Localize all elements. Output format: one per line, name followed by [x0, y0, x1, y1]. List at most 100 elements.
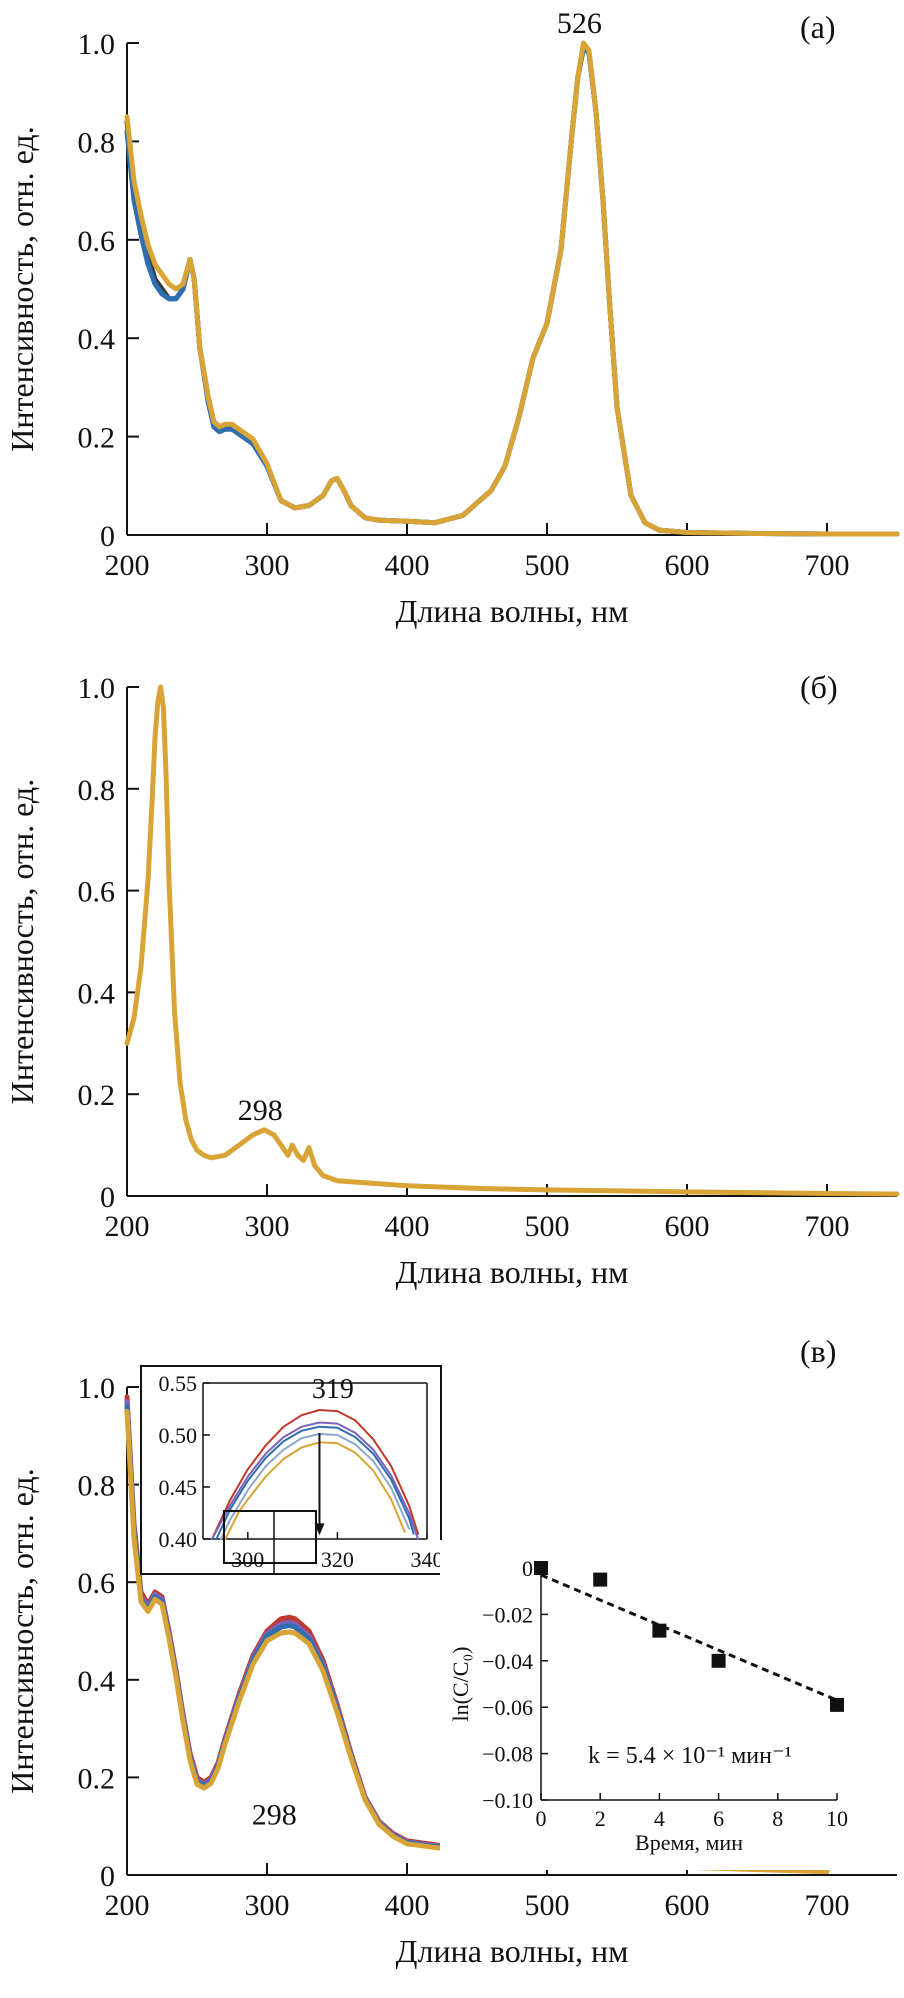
panel-c-curves: [124, 1394, 830, 1875]
y-tick-label: 0.8: [78, 774, 116, 807]
inset-kinetics-points: [534, 1561, 844, 1712]
panel-a-spectrum: (а) 200 300 400 500 600 700 0 0.2 0.4 0.6 0.8 1.0 Д…: [4, 7, 900, 629]
x-tick-label: 500: [525, 1210, 570, 1243]
inset-kinetics-background: [440, 1540, 860, 1870]
x-tick-label: 700: [805, 549, 850, 582]
x-tick-label: 340: [411, 1547, 444, 1572]
x-axis-title: Длина волны, нм: [396, 1254, 629, 1290]
kinetics-point: [652, 1623, 667, 1638]
x-tick-label: 600: [665, 1210, 710, 1243]
kinetics-x-title: Время, мин: [635, 1830, 743, 1855]
x-tick-label: 0: [536, 1806, 547, 1831]
x-tick-label: 500: [525, 549, 570, 582]
spectrum-line-3: [215, 1425, 415, 1540]
x-tick-label: 200: [105, 549, 150, 582]
y-tick-label: 0.4: [78, 1665, 116, 1698]
x-tick-label: 400: [385, 1889, 430, 1922]
y-axis-title: Интенсивность, отн. ед.: [4, 126, 40, 451]
y-tick-label: 0.6: [78, 225, 116, 258]
kinetics-y-title: ln(C/C₀): [448, 1647, 473, 1722]
inset-kinetics-axes: 0 2 4 6 8 10 0 −0.02 −0.04 −0.06 −0.08 −0.10: [440, 1540, 860, 1870]
spectrum-line-1: [124, 684, 900, 1197]
panel-c-letter: (в): [800, 1333, 836, 1369]
y-tick-label: −0.08: [482, 1742, 533, 1767]
y-tick-label: 0: [100, 520, 115, 553]
x-axis-title: Длина волны, нм: [396, 1933, 629, 1969]
inset-peak-label: 319: [312, 1374, 354, 1405]
y-tick-label: −0.04: [482, 1649, 533, 1674]
panel-b-curves: [124, 684, 900, 1197]
y-tick-label: 0: [100, 1860, 115, 1893]
panel-b-labels: Длина волны, нм Интенсивность, отн. ед. 29…: [4, 779, 628, 1290]
x-tick-label: 320: [321, 1547, 354, 1572]
inset-kinetics-labels: Время, мин ln(C/C₀) k = 5.4 × 10⁻¹ мин⁻¹: [448, 1647, 792, 1855]
spectrum-line-4: [219, 1433, 411, 1540]
y-tick-label: 0.6: [78, 1567, 116, 1600]
x-tick-label: 2: [595, 1806, 606, 1831]
y-tick-label: 0.55: [159, 1371, 198, 1396]
kinetics-point: [593, 1572, 608, 1587]
x-tick-label: 500: [525, 1889, 570, 1922]
y-tick-label: 0.2: [78, 1762, 116, 1795]
peak-label: 526: [557, 7, 602, 40]
panel-b-spectrum: (б) 200 300 400 500 600 700 0 0.2 0.4 0.6 0.8 1.0 Д…: [4, 669, 900, 1290]
x-tick-label: 600: [665, 1889, 710, 1922]
y-tick-label: 0.4: [78, 977, 116, 1010]
x-tick-label: 200: [105, 1889, 150, 1922]
y-axis-title: Интенсивность, отн. ед.: [4, 1468, 40, 1793]
y-tick-label: 0.2: [78, 1079, 116, 1112]
peak-label: 298: [238, 1094, 283, 1127]
y-tick-label: 1.0: [78, 1372, 116, 1405]
x-tick-label: 600: [665, 549, 710, 582]
panel-b-letter: (б): [800, 669, 838, 705]
panel-a-curves: [124, 40, 900, 537]
panel-a-letter: (а): [800, 9, 836, 45]
spectrum-line-5: [224, 1441, 406, 1540]
x-tick-label: 300: [245, 549, 290, 582]
y-tick-label: 0: [522, 1556, 533, 1581]
panel-b-axes: 200 300 400 500 600 700 0 0.2 0.4 0.6 0.8 1.0: [78, 672, 897, 1243]
y-tick-label: 1.0: [78, 672, 116, 705]
panel-a-axes: 200 300 400 500 600 700 0 0.2 0.4 0.6 0.8 1.0: [78, 28, 897, 582]
zoom-callout: [223, 1510, 317, 1574]
x-tick-label: 700: [805, 1210, 850, 1243]
x-tick-label: 300: [245, 1889, 290, 1922]
x-tick-label: 6: [713, 1806, 724, 1831]
y-tick-label: −0.06: [482, 1695, 533, 1720]
inset-kinetics: 0 2 4 6 8 10 0 −0.02 −0.04 −0.06 −0.08 −0.10 Время,…: [440, 1540, 860, 1870]
inset-peak-zoom: 300 320 340 0.40 0.45 0.50 0.55 319: [140, 1365, 444, 1575]
inset-zoom-labels: 319: [312, 1374, 354, 1536]
panel-c-labels: Длина волны, нм Интенсивность, отн. ед. 29…: [4, 1468, 628, 1969]
x-tick-label: 4: [654, 1806, 665, 1831]
y-axis-title: Интенсивность, отн. ед.: [4, 779, 40, 1104]
y-tick-label: 1.0: [78, 28, 116, 61]
spectrum-line-1: [211, 1409, 419, 1540]
kinetics-fit-line: [540, 1573, 838, 1702]
x-tick-label: 10: [826, 1806, 848, 1831]
panel-a-labels: Длина волны, нм Интенсивность, отн. ед. 52…: [4, 7, 628, 629]
y-tick-label: 0.4: [78, 323, 116, 356]
y-tick-label: 0.8: [78, 126, 116, 159]
y-tick-label: −0.02: [482, 1602, 533, 1627]
y-tick-label: 0.50: [159, 1423, 198, 1448]
spectrum-line-3: [124, 40, 900, 537]
y-tick-label: 0.45: [159, 1475, 198, 1500]
y-tick-label: 0.2: [78, 422, 116, 455]
y-tick-label: 0.8: [78, 1470, 116, 1503]
x-tick-label: 300: [231, 1547, 264, 1572]
kinetics-rate-constant: k = 5.4 × 10⁻¹ мин⁻¹: [588, 1743, 792, 1769]
y-tick-label: 0: [100, 1181, 115, 1214]
y-tick-label: 0.40: [159, 1527, 198, 1552]
x-tick-label: 200: [105, 1210, 150, 1243]
spectrum-line-4: [124, 1408, 830, 1875]
x-tick-label: 400: [385, 1210, 430, 1243]
spectrum-line-2: [211, 1421, 419, 1540]
x-tick-label: 300: [245, 1210, 290, 1243]
y-tick-label: −0.10: [482, 1788, 533, 1813]
kinetics-point: [830, 1697, 844, 1712]
zoom-region-box: [223, 1510, 317, 1564]
x-tick-label: 700: [805, 1889, 850, 1922]
